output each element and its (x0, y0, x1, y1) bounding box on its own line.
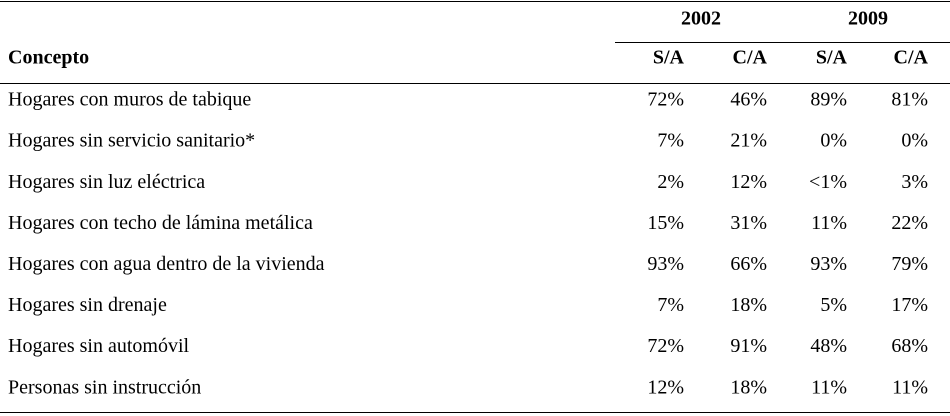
cell: 5% (820, 294, 847, 316)
cell: 11% (892, 376, 928, 398)
row-label: Hogares con agua dentro de la vivienda (8, 253, 325, 275)
year-header: 2002 (681, 8, 721, 30)
cell: 46% (730, 89, 767, 111)
cell: 11% (811, 212, 847, 234)
cell: 3% (901, 171, 928, 193)
row-label: Personas sin instrucción (8, 376, 201, 398)
cell: 48% (810, 335, 847, 357)
cell: 0% (820, 130, 847, 152)
row-label: Hogares con muros de tabique (8, 89, 251, 111)
column-header: Concepto (8, 47, 89, 69)
cell: 12% (730, 171, 767, 193)
cell: 81% (891, 89, 928, 111)
row-label: Hogares sin drenaje (8, 294, 167, 316)
cell: 2% (657, 171, 684, 193)
cell: 22% (891, 212, 928, 234)
cell: 0% (901, 130, 928, 152)
cell: 66% (730, 253, 767, 275)
cell: 93% (810, 253, 847, 275)
column-header: C/A (894, 47, 929, 69)
cell: 89% (810, 89, 847, 111)
cell: 21% (730, 130, 767, 152)
column-header: C/A (733, 47, 768, 69)
row-label: Hogares sin automóvil (8, 335, 190, 357)
cell: 7% (657, 130, 684, 152)
cell: 79% (891, 253, 928, 275)
cell: 11% (811, 376, 847, 398)
cell: 18% (730, 376, 767, 398)
cell: 31% (730, 212, 767, 234)
cell: 72% (647, 335, 684, 357)
row-label: Hogares sin servicio sanitario* (8, 130, 255, 152)
row-label: Hogares sin luz eléctrica (8, 171, 205, 193)
cell: 18% (730, 294, 767, 316)
cell: 72% (647, 89, 684, 111)
year-header: 2009 (848, 8, 888, 30)
cell: 93% (647, 253, 684, 275)
cell: 15% (647, 212, 684, 234)
column-header: S/A (816, 47, 848, 69)
row-label: Hogares con techo de lámina metálica (8, 212, 313, 234)
cell: 7% (657, 294, 684, 316)
cell: 68% (891, 335, 928, 357)
cell: 91% (730, 335, 767, 357)
cell: 17% (891, 294, 928, 316)
cell: <1% (809, 171, 847, 193)
column-header: S/A (653, 47, 685, 69)
cell: 12% (647, 376, 684, 398)
